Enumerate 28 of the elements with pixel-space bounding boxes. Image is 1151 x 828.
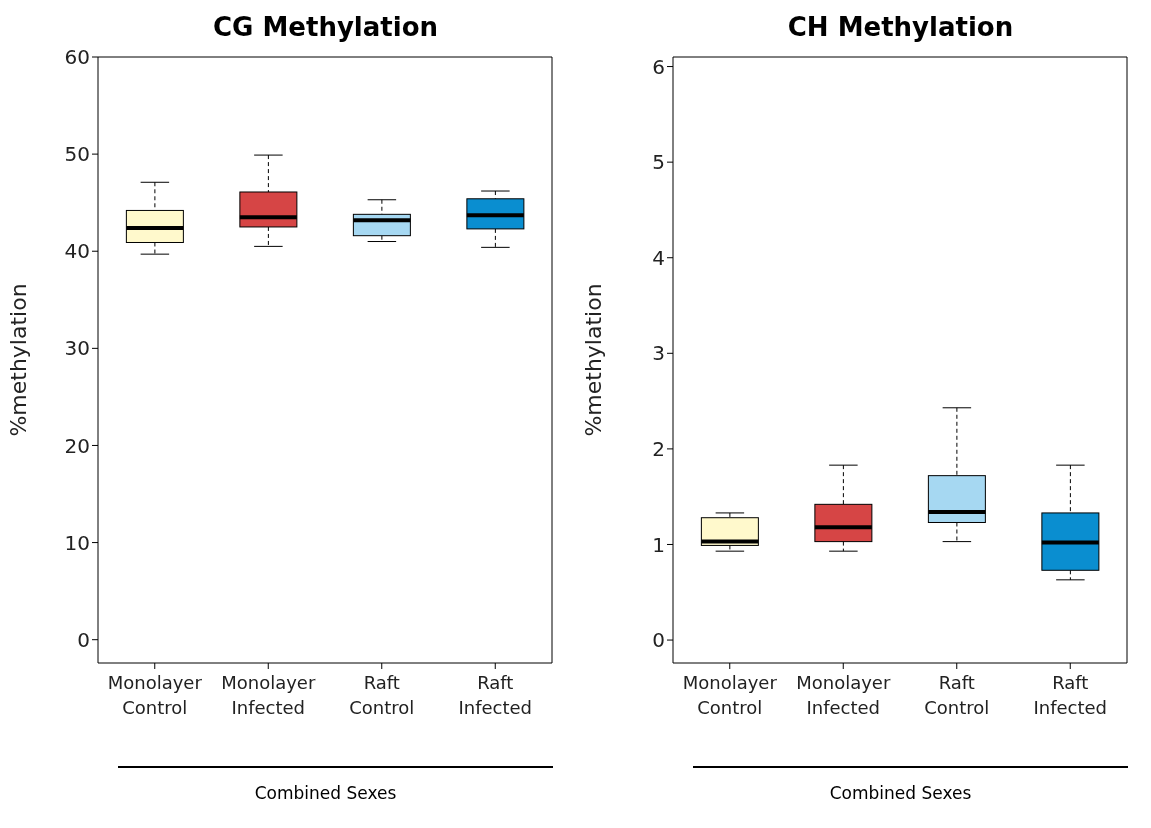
- x-tick-label: Monolayer Infected: [796, 672, 891, 718]
- x-tick-label: Raft Infected: [1033, 672, 1108, 718]
- y-tick-label: 0: [77, 627, 90, 652]
- y-tick-label: 6: [652, 54, 665, 79]
- y-tick-label: 4: [652, 245, 665, 270]
- y-tick-label: 0: [652, 628, 665, 653]
- chart-title: CH Methylation: [786, 12, 1015, 42]
- y-tick-label: 2: [652, 436, 665, 461]
- y-tick-label: 5: [652, 150, 665, 175]
- y-tick-label: 40: [64, 239, 90, 264]
- chart-title: CG Methylation: [211, 12, 439, 42]
- x-tick-label: Raft Control: [349, 672, 415, 718]
- y-tick-label: 50: [64, 142, 90, 167]
- x-axis-title: Combined Sexes: [253, 783, 398, 803]
- y-axis-title: %methylation: [580, 283, 606, 437]
- x-tick-label: Raft Control: [924, 672, 990, 718]
- x-axis-title: Combined Sexes: [828, 783, 973, 803]
- y-tick-label: 3: [652, 341, 665, 366]
- x-tick-label: Monolayer Control: [682, 672, 778, 718]
- y-tick-label: 10: [64, 530, 90, 555]
- y-tick-label: 1: [652, 532, 665, 557]
- x-tick-label: Raft Infected: [458, 672, 533, 718]
- y-tick-label: 20: [64, 433, 90, 458]
- x-tick-label: Monolayer Infected: [221, 672, 316, 718]
- y-axis-title: %methylation: [5, 283, 31, 437]
- x-tick-label: Monolayer Control: [107, 672, 203, 718]
- y-tick-label: 30: [64, 336, 90, 361]
- y-tick-label: 60: [64, 45, 90, 70]
